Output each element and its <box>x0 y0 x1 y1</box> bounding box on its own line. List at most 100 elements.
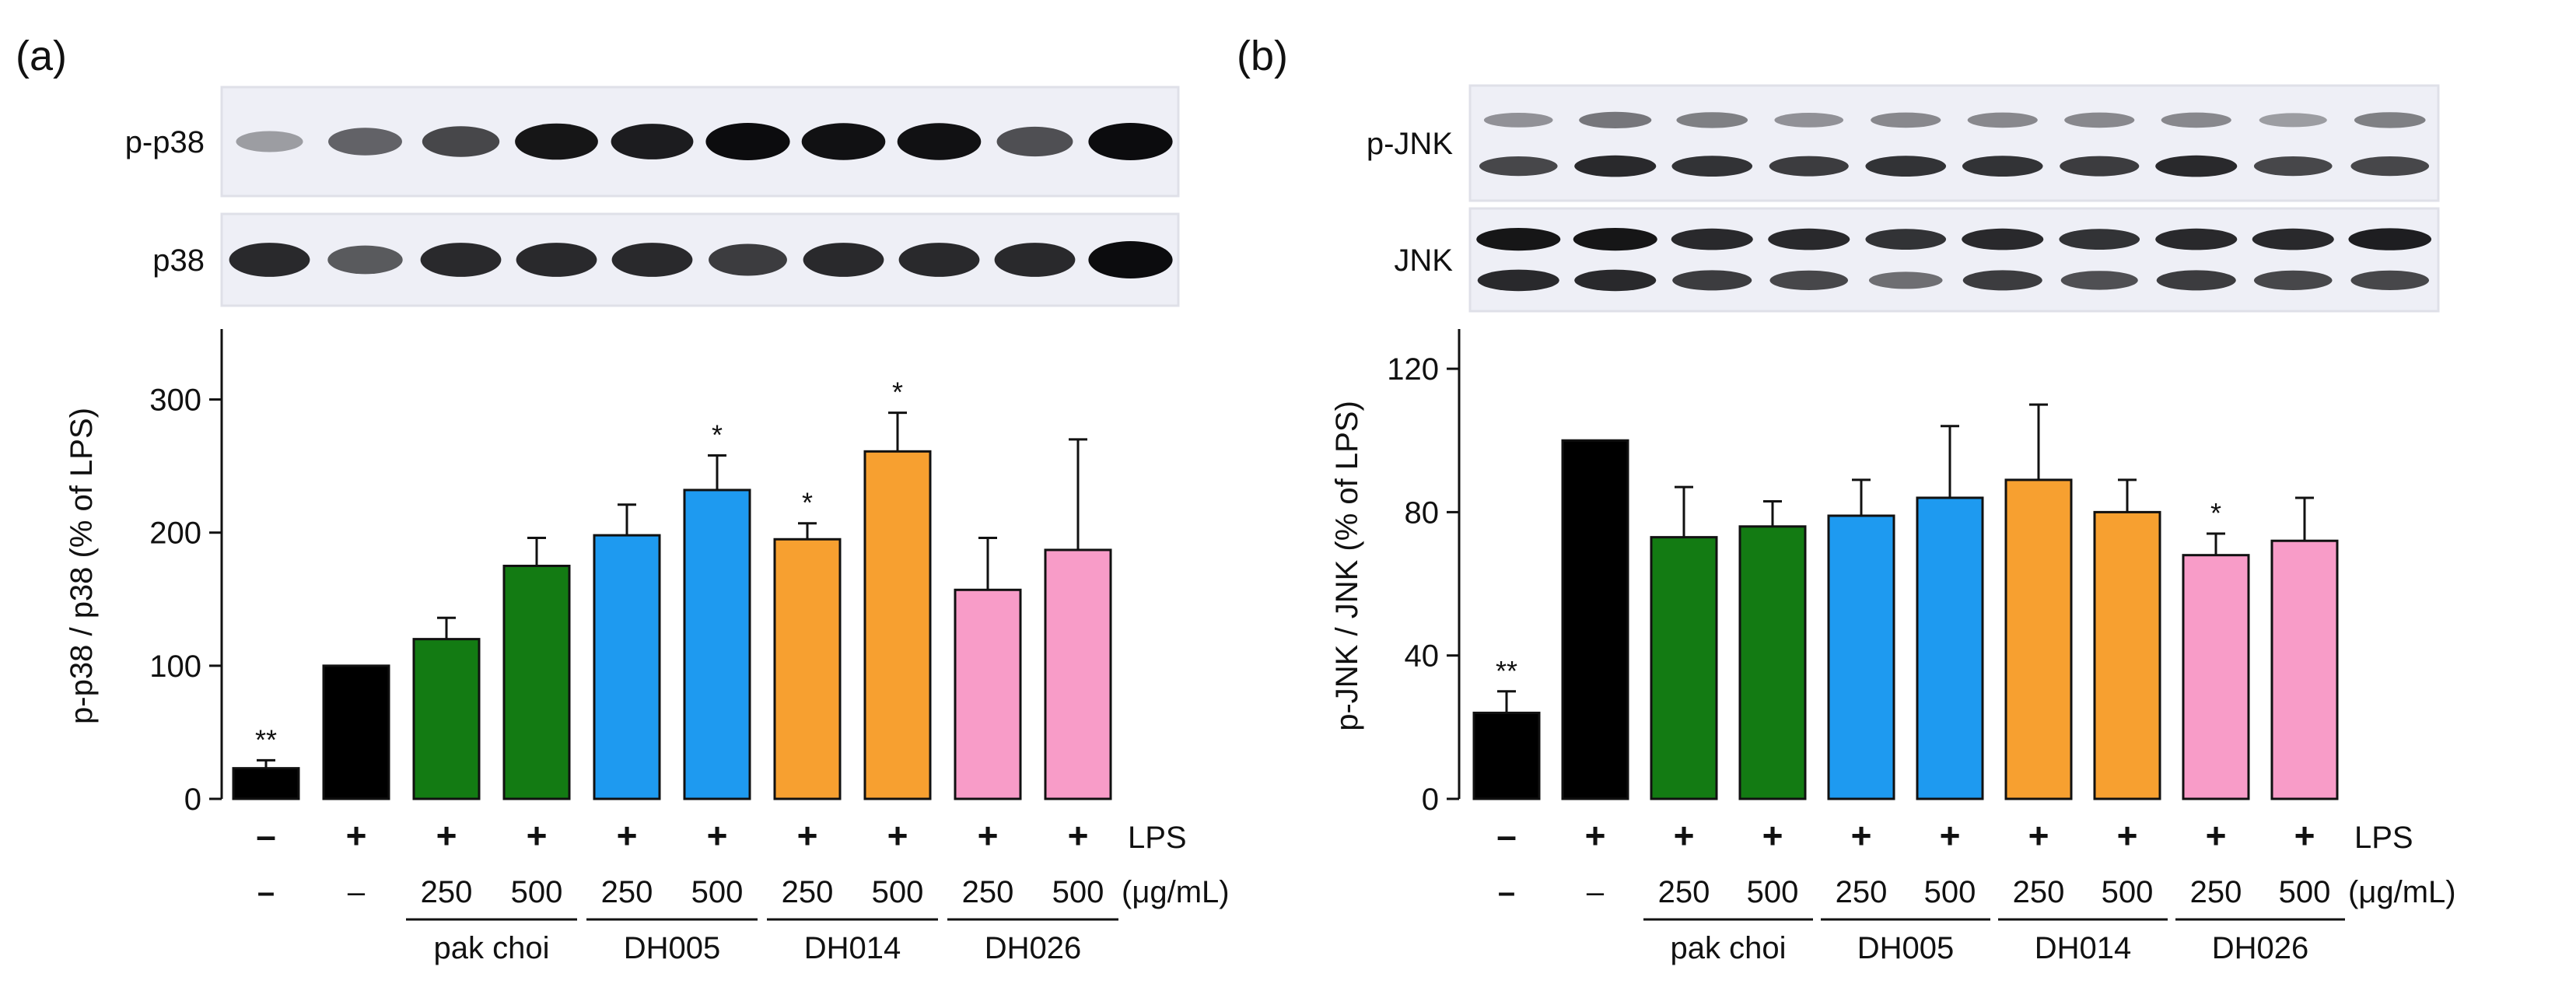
western-blot-band <box>1477 269 1559 292</box>
blot-jnk: JNK <box>1394 207 2440 313</box>
western-blot-band <box>1865 229 1947 250</box>
western-blot-band <box>709 243 787 276</box>
western-blot-band <box>1676 112 1748 128</box>
western-blot-band <box>1088 123 1173 160</box>
western-blot-band <box>996 126 1073 157</box>
significance-marker: * <box>802 487 813 519</box>
western-blot-band <box>1967 112 2038 128</box>
chart-panel-b: (b) p-JNK JNK 0 40 80 120 p-JNK / JNK (% of LPS… <box>1237 33 2456 965</box>
western-blot-band <box>1483 113 1553 128</box>
western-blot-band <box>1768 228 1850 250</box>
y-tick-label: 120 <box>1387 352 1439 387</box>
western-blot-band <box>2161 112 2231 128</box>
western-blot-band <box>2348 228 2432 250</box>
western-blot-band <box>516 243 597 277</box>
significance-marker: ** <box>255 723 277 755</box>
western-blot-band <box>898 243 980 277</box>
western-blot-band <box>1671 156 1753 177</box>
western-blot-band <box>2350 156 2430 177</box>
bar <box>232 767 300 800</box>
lps-sign: + <box>707 815 728 856</box>
bar <box>2004 478 2073 800</box>
dose-value: 250 <box>782 875 834 909</box>
western-blot-band <box>2350 270 2430 290</box>
blot-label: p-p38 <box>125 125 205 159</box>
western-blot-band <box>1476 228 1561 251</box>
significance-marker: * <box>2210 497 2221 529</box>
western-blot-band <box>1573 228 1657 251</box>
blot-p-p38: p-p38 <box>125 86 1180 198</box>
dose-unit-label: (μg/mL) <box>1122 875 1230 909</box>
western-blot-band <box>515 123 598 160</box>
blot-label: p-JNK <box>1367 127 1453 161</box>
group-label: DH014 <box>2035 931 2132 965</box>
bar <box>1472 711 1541 800</box>
western-blot-band <box>1769 156 1849 177</box>
lps-sign: + <box>1585 815 1606 856</box>
panel-label: (a) <box>16 33 67 79</box>
bar <box>683 488 751 800</box>
bar <box>502 565 571 800</box>
western-blot-band <box>2259 113 2327 128</box>
lps-sign: + <box>2206 815 2227 856</box>
western-blot-band <box>2060 156 2140 177</box>
dose-value: 500 <box>872 875 924 909</box>
dose-value: 250 <box>601 875 653 909</box>
bar <box>1561 439 1629 800</box>
western-blot-band <box>1574 269 1657 292</box>
bar <box>2270 539 2339 800</box>
western-blot-band <box>327 245 403 275</box>
blot-p-jnk: p-JNK <box>1367 84 2440 202</box>
y-axis-label: p-JNK / JNK (% of LPS) <box>1330 401 1364 731</box>
dose-value: 250 <box>421 875 473 909</box>
western-blot-band <box>2059 229 2140 250</box>
group-label: pak choi <box>434 931 550 965</box>
bar <box>1827 514 1895 800</box>
lps-sign: + <box>797 815 818 856</box>
lps-sign: + <box>2294 815 2315 856</box>
blot-background <box>1468 207 2440 313</box>
dose-value: 250 <box>2013 875 2065 909</box>
western-blot-band <box>422 126 500 157</box>
bar <box>2093 510 2161 800</box>
significance-marker: * <box>712 418 723 450</box>
lps-sign: + <box>527 815 548 856</box>
lps-sign: – <box>1496 815 1517 856</box>
bar <box>954 588 1022 800</box>
y-tick-label: 300 <box>149 383 201 418</box>
lps-sign: + <box>436 815 457 856</box>
western-blot-band <box>2060 271 2138 290</box>
bar <box>1916 496 1984 800</box>
western-blot-band <box>2156 270 2236 291</box>
western-blot-band <box>2252 228 2334 250</box>
lps-row-label: LPS <box>1128 821 1187 855</box>
western-blot-band <box>1088 241 1173 278</box>
western-blot-band <box>1962 156 2043 177</box>
bar <box>1044 548 1112 800</box>
group-label: pak choi <box>1671 931 1787 965</box>
western-blot-band <box>611 124 694 159</box>
lps-sign: + <box>978 815 999 856</box>
group-label: DH005 <box>1857 931 1955 965</box>
dose-value: 500 <box>1924 875 1976 909</box>
western-blot-band <box>2253 270 2333 290</box>
dose-value: 250 <box>962 875 1014 909</box>
bar <box>1738 525 1807 800</box>
lps-sign: + <box>1762 815 1783 856</box>
dose-value: – <box>1587 875 1605 909</box>
western-blot-band <box>1868 271 1943 289</box>
lps-sign: + <box>2028 815 2049 856</box>
dose-value: 500 <box>511 875 563 909</box>
western-blot-band <box>2155 155 2238 177</box>
bar <box>322 664 390 800</box>
bar <box>2182 554 2250 800</box>
blot-label: p38 <box>152 243 205 278</box>
western-blot-band <box>611 243 693 277</box>
lps-sign: – <box>256 815 276 856</box>
group-label: DH026 <box>2212 931 2309 965</box>
western-blot-band <box>803 243 884 277</box>
y-axis-label: p-p38 / p38 (% of LPS) <box>65 408 99 724</box>
western-blot-band <box>1871 112 1941 128</box>
western-blot-band <box>1574 155 1657 177</box>
